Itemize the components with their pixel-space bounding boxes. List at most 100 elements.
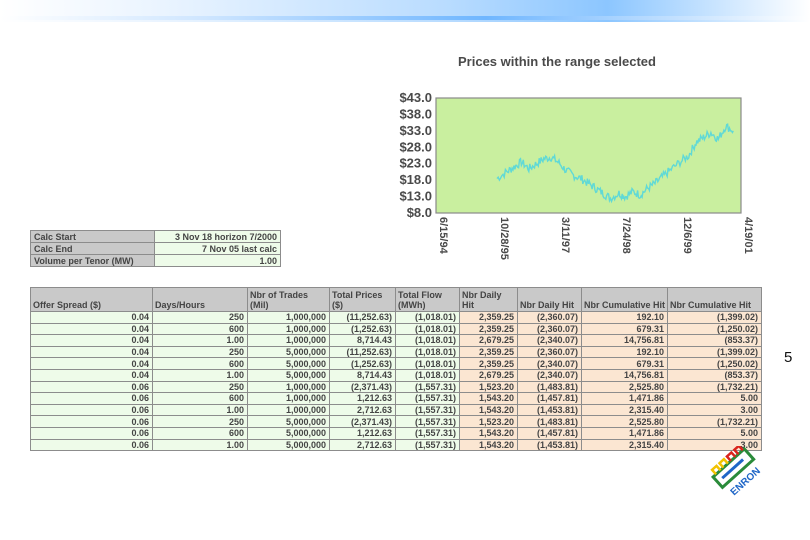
price-series-line	[496, 123, 734, 204]
table-cell: (1,018.01)	[395, 334, 460, 347]
table-cell: (1,018.01)	[395, 322, 460, 336]
x-tick-label: 4/19/01	[742, 217, 754, 254]
table-cell: 1.00	[152, 334, 248, 347]
table-cell: 1,000,000	[247, 380, 330, 394]
table-cell: (1,250.02)	[667, 357, 762, 370]
column-header: Nbr Daily Hit	[517, 287, 582, 312]
enron-logo: ENRON	[710, 446, 763, 498]
table-cell: (1,557.31)	[395, 415, 460, 428]
table-row: 0.06 1.00 5,000,000 2,712.63 (1,557.31) 1,543…	[30, 438, 762, 452]
column-header: Nbr Cumulative Hit	[667, 287, 762, 312]
column-header: Total Flow (MWh)	[395, 287, 460, 312]
parameter-table: Calc Start 3 Nov 18 horizon 7/2000 Calc …	[30, 230, 281, 267]
table-row: 0.04 250 1,000,000 (11,252.63) (1,018.01) 2,3…	[30, 311, 762, 324]
table-cell: 0.04	[30, 334, 153, 347]
table-cell: 2,359.25	[459, 311, 518, 324]
table-cell: 0.04	[30, 345, 153, 359]
table-cell: 192.10	[581, 311, 668, 324]
table-cell: 1,471.86	[581, 426, 668, 440]
column-header: Days/Hours	[152, 287, 248, 312]
table-cell: (1,018.01)	[395, 368, 460, 382]
x-tick-label: 7/24/98	[620, 217, 632, 254]
table-cell: 1,523.20	[459, 380, 518, 394]
table-cell: (2,360.07)	[517, 322, 582, 336]
table-cell: (1,252.63)	[329, 357, 396, 370]
table-cell: (1,252.63)	[329, 322, 396, 336]
table-cell: 250	[152, 380, 248, 394]
page-number: 5	[784, 349, 793, 366]
param-value: 7 Nov 05 last calc	[154, 242, 281, 255]
table-cell: 0.04	[30, 357, 153, 370]
table-cell: (1,457.81)	[517, 426, 582, 440]
table-cell: 14,756.81	[581, 368, 668, 382]
param-value: 3 Nov 18 horizon 7/2000	[154, 230, 281, 243]
plot-area	[435, 97, 742, 214]
column-header: Total Prices ($)	[329, 287, 396, 312]
x-tick-label: 6/15/94	[437, 217, 449, 255]
table-cell: 0.06	[30, 415, 153, 428]
table-cell: 600	[152, 426, 248, 440]
table-cell: 1,000,000	[247, 403, 330, 417]
chart-title: Prices within the range selected	[458, 54, 656, 69]
y-tick-label: $18.0	[399, 172, 432, 187]
table-cell: 1,543.20	[459, 392, 518, 405]
table-cell: (1,018.01)	[395, 345, 460, 359]
table-row: 0.06 600 1,000,000 1,212.63 (1,557.31) 1,543.…	[30, 392, 762, 405]
table-cell: 5,000,000	[247, 415, 330, 428]
table-cell: (2,340.07)	[517, 357, 582, 370]
table-cell: 0.06	[30, 426, 153, 440]
y-tick-label: $38.0	[399, 106, 432, 121]
table-cell: (1,557.31)	[395, 426, 460, 440]
table-cell: 2,525.80	[581, 415, 668, 428]
x-tick-label: 10/28/95	[498, 217, 510, 260]
column-header: Nbr Daily Hit	[459, 287, 518, 312]
table-cell: 1.00	[152, 403, 248, 417]
table-cell: (1,483.81)	[517, 415, 582, 428]
table-cell: 600	[152, 392, 248, 405]
table-cell: 0.06	[30, 380, 153, 394]
table-cell: (2,360.07)	[517, 311, 582, 324]
table-cell: 5,000,000	[247, 438, 330, 452]
table-cell: 1,471.86	[581, 392, 668, 405]
table-cell: 0.06	[30, 392, 153, 405]
table-cell: (11,252.63)	[329, 345, 396, 359]
table-row: 0.06 600 5,000,000 1,212.63 (1,557.31) 1,543.…	[30, 426, 762, 440]
table-body: 0.04 250 1,000,000 (11,252.63) (1,018.01) 2,3…	[30, 311, 762, 452]
table-cell: (2,360.07)	[517, 345, 582, 359]
table-cell: (1,453.81)	[517, 403, 582, 417]
param-value: 1.00	[154, 254, 281, 267]
table-cell: (1,250.02)	[667, 322, 762, 336]
table-cell: 2,525.80	[581, 380, 668, 394]
table-cell: (853.37)	[667, 368, 762, 382]
table-cell: 1,212.63	[329, 426, 396, 440]
table-cell: (1,453.81)	[517, 438, 582, 452]
table-cell: 5,000,000	[247, 368, 330, 382]
table-cell: 2,712.63	[329, 438, 396, 452]
table-cell: 1,000,000	[247, 392, 330, 405]
table-cell: (2,371.43)	[329, 380, 396, 394]
table-cell: (1,732.21)	[667, 380, 762, 394]
table-cell: 0.06	[30, 403, 153, 417]
table-row: 0.06 250 1,000,000 (2,371.43) (1,557.31) 1,52…	[30, 380, 762, 394]
table-row: 0.04 250 5,000,000 (11,252.63) (1,018.01) 2,3…	[30, 345, 762, 359]
table-cell: 2,679.25	[459, 368, 518, 382]
table-cell: 1,000,000	[247, 334, 330, 347]
table-cell: 5,000,000	[247, 345, 330, 359]
table-cell: 1,543.20	[459, 438, 518, 452]
table-cell: 5.00	[667, 426, 762, 440]
table-cell: (1,732.21)	[667, 415, 762, 428]
table-cell: 1.00	[152, 438, 248, 452]
param-row: Calc End 7 Nov 05 last calc	[30, 242, 281, 255]
table-row: 0.04 1.00 1,000,000 8,714.43 (1,018.01) 2,679…	[30, 334, 762, 347]
table-cell: (1,557.31)	[395, 392, 460, 405]
table-cell: 250	[152, 415, 248, 428]
y-tick-label: $8.0	[407, 205, 432, 220]
table-cell: (11,252.63)	[329, 311, 396, 324]
table-cell: 2,359.25	[459, 322, 518, 336]
table-cell: (1,483.81)	[517, 380, 582, 394]
y-tick-label: $43.0	[399, 90, 432, 105]
table-row: 0.06 250 5,000,000 (2,371.43) (1,557.31) 1,52…	[30, 415, 762, 428]
table-cell: 2,315.40	[581, 438, 668, 452]
table-cell: (2,340.07)	[517, 368, 582, 382]
table-cell: (853.37)	[667, 334, 762, 347]
